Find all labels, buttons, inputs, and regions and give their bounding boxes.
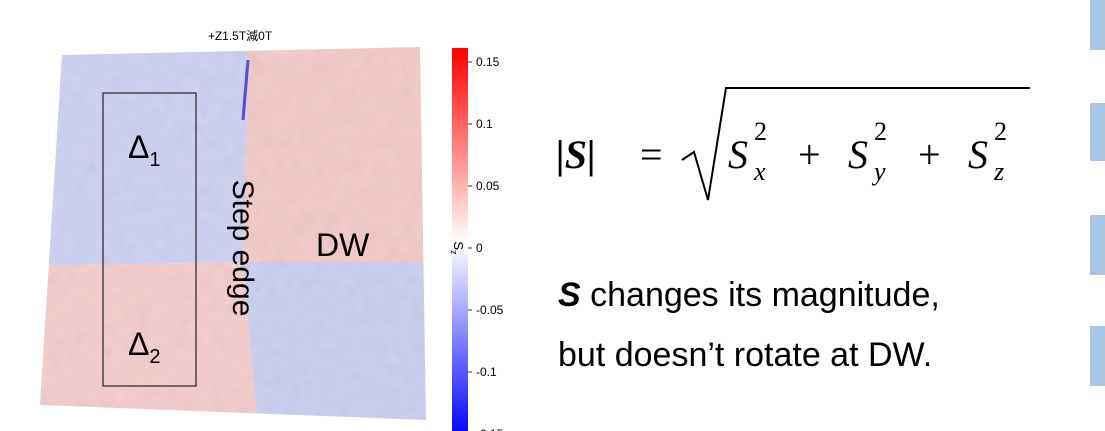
colorbar-tick-label: 0 <box>476 241 483 255</box>
colorbar-tick-label: 0.1 <box>476 117 493 131</box>
equation-plus: + <box>798 132 821 177</box>
colorbar-tick-label: -0.15 <box>476 427 504 431</box>
side-bar <box>1090 103 1105 161</box>
colorbar <box>452 48 468 431</box>
term-sub: z <box>993 157 1004 186</box>
equation-plus: + <box>918 132 941 177</box>
term-base: S <box>968 132 988 177</box>
dw-label: DW <box>316 227 370 263</box>
equation-lhs: |S| <box>556 132 596 177</box>
term-sup: 2 <box>754 117 767 146</box>
statement-text: changes its magnitude, <box>581 276 940 314</box>
statement-line: but doesn’t rotate at DW. <box>558 336 932 375</box>
side-bar <box>1090 326 1105 386</box>
step-edge-label: Step edge <box>226 180 259 317</box>
colorbar-tick-label: -0.1 <box>476 365 497 379</box>
colorbar-tick-label: -0.05 <box>476 303 504 317</box>
term-sub: x <box>753 157 766 186</box>
colorbar-tick-label: 0.15 <box>476 55 500 69</box>
term-sup: 2 <box>994 117 1007 146</box>
term-base: S <box>728 132 748 177</box>
figure-title: +Z1.5T減0T <box>208 28 273 43</box>
statement-line: S changes its magnitude, <box>558 276 940 315</box>
colorbar-tick-label: 0.05 <box>476 179 500 193</box>
side-bar <box>1090 0 1105 50</box>
equation-equals: = <box>640 132 663 177</box>
slide-canvas: +Z1.5T減0T Δ1 Δ2 Step edge DW Sz |S| = 0.… <box>0 0 1105 431</box>
side-bar <box>1090 215 1105 275</box>
slide: +Z1.5T減0T Δ1 Δ2 Step edge DW Sz |S| = 0.… <box>0 0 1105 431</box>
term-sub: y <box>871 157 886 186</box>
emphasis: S <box>558 276 581 314</box>
term-base: S <box>848 132 868 177</box>
term-sup: 2 <box>874 117 887 146</box>
